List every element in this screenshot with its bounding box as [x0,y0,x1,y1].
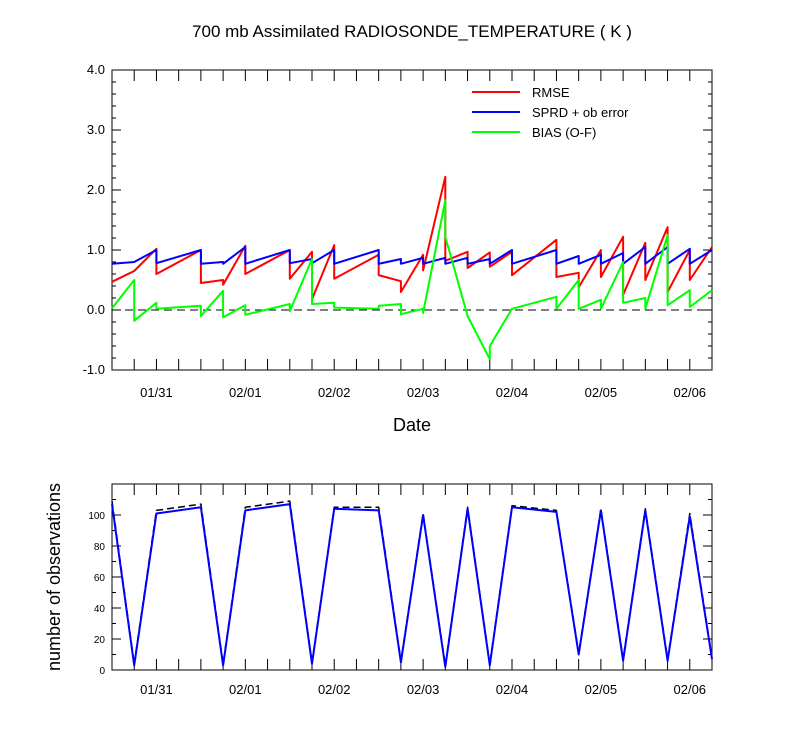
x-tick-label: 02/01 [229,385,262,400]
y-tick-label: 0.0 [87,302,105,317]
y-tick-label: 4.0 [87,62,105,77]
x-tick-label: 02/01 [229,682,262,697]
x-tick-label: 02/03 [407,682,440,697]
x-tick-label: 02/02 [318,682,351,697]
series-line-bias-o-f [111,199,713,361]
x-tick-label: 02/02 [318,385,351,400]
x-tick-label: 02/06 [674,385,707,400]
x-tick-label: 02/05 [585,385,618,400]
y-tick-label: -1.0 [83,362,105,377]
y-tick-label: 40 [94,604,106,615]
bottom-chart-panel: 01/31 02/01 02/02 02/03 02/04 02/05 02/06 100 80… [44,483,713,697]
x-tick-label: 02/04 [496,682,529,697]
y-tick-label: 20 [94,635,106,646]
x-tick-label: 02/06 [674,682,707,697]
y-tick-label: 2.0 [87,182,105,197]
series-line-assimilated [111,503,713,668]
y-tick-label: 80 [94,542,106,553]
x-tick-label: 02/03 [407,385,440,400]
x-tick-label: 02/04 [496,385,529,400]
plot-frame [111,69,713,371]
y-tick-label: 1.0 [87,242,105,257]
y-tick-label: 3.0 [87,122,105,137]
x-tick-label: 01/31 [140,385,173,400]
y-tick-label: 100 [88,511,105,522]
legend-label: RMSE [532,85,570,100]
chart-title: 700 mb Assimilated RADIOSONDE_TEMPERATUR… [192,22,632,41]
y-tick-label: 60 [94,573,106,584]
x-axis-title: Date [393,415,431,435]
legend-label: BIAS (O-F) [532,125,596,140]
y-tick-label: 0 [99,666,105,677]
legend-label: SPRD + ob error [532,105,629,120]
x-tick-label: 01/31 [140,682,173,697]
y-axis-title: number of observations [44,483,64,671]
series-line-rmse [111,175,713,301]
top-chart-panel: 01/31 02/01 02/02 02/03 02/04 02/05 02/06 4.0 3.… [83,22,713,435]
series-line-sprd-ob-error [111,246,713,265]
x-tick-label: 02/05 [585,682,618,697]
